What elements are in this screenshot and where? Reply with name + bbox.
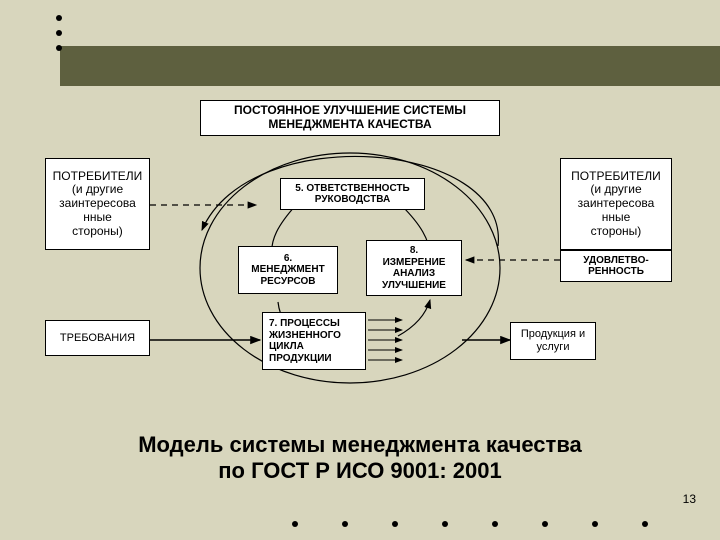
right-satisfaction-box: УДОВЛЕТВО- РЕННОСТЬ	[560, 250, 672, 282]
page-number: 13	[683, 492, 696, 506]
decorative-bullets-vertical	[56, 6, 62, 60]
left-consumers-text: ПОТРЕБИТЕЛИ (и другие заинтересова нные …	[53, 170, 143, 239]
top-title-text: ПОСТОЯННОЕ УЛУЧШЕНИЕ СИСТЕМЫ МЕНЕДЖМЕНТА…	[234, 104, 466, 132]
right-satisfaction-text: УДОВЛЕТВО- РЕННОСТЬ	[583, 255, 648, 278]
right-consumers-box: ПОТРЕБИТЕЛИ (и другие заинтересова нные …	[560, 158, 672, 250]
accent-bar	[60, 46, 720, 86]
slide-title-line1-text: Модель системы менеджмента качества	[138, 432, 582, 457]
node-6-text: 6. МЕНЕДЖМЕНТ РЕСУРСОВ	[251, 253, 324, 288]
right-consumers-text: ПОТРЕБИТЕЛИ (и другие заинтересова нные …	[571, 170, 661, 239]
left-requirements-text: ТРЕБОВАНИЯ	[60, 332, 135, 345]
top-title-box: ПОСТОЯННОЕ УЛУЧШЕНИЕ СИСТЕМЫ МЕНЕДЖМЕНТА…	[200, 100, 500, 136]
slide-title-line2-text: по ГОСТ Р ИСО 9001: 2001	[218, 458, 502, 483]
right-product-text: Продукция и услуги	[521, 328, 585, 353]
node-7-box: 7. ПРОЦЕССЫ ЖИЗНЕННОГО ЦИКЛА ПРОДУКЦИИ	[262, 312, 366, 370]
node-8-text: 8. ИЗМЕРЕНИЕ АНАЛИЗ УЛУЧШЕНИЕ	[382, 245, 446, 291]
decorative-bullets-horizontal	[270, 514, 670, 532]
slide-title-line2: по ГОСТ Р ИСО 9001: 2001	[0, 458, 720, 484]
node-7-text: 7. ПРОЦЕССЫ ЖИЗНЕННОГО ЦИКЛА ПРОДУКЦИИ	[269, 318, 341, 364]
left-consumers-box: ПОТРЕБИТЕЛИ (и другие заинтересова нные …	[45, 158, 150, 250]
node-6-box: 6. МЕНЕДЖМЕНТ РЕСУРСОВ	[238, 246, 338, 294]
node-8-box: 8. ИЗМЕРЕНИЕ АНАЛИЗ УЛУЧШЕНИЕ	[366, 240, 462, 296]
page-number-text: 13	[683, 492, 696, 506]
right-product-box: Продукция и услуги	[510, 322, 596, 360]
left-requirements-box: ТРЕБОВАНИЯ	[45, 320, 150, 356]
slide-title-line1: Модель системы менеджмента качества	[0, 432, 720, 458]
node-5-box: 5. ОТВЕТСТВЕННОСТЬ РУКОВОДСТВА	[280, 178, 425, 210]
node-5-text: 5. ОТВЕТСТВЕННОСТЬ РУКОВОДСТВА	[295, 183, 409, 206]
